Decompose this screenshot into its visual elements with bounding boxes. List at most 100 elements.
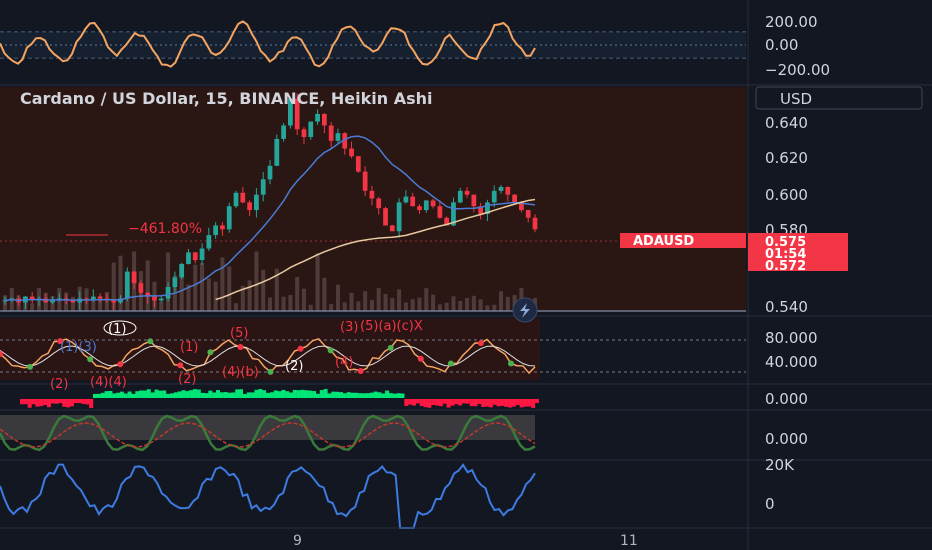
histogram-bar xyxy=(358,393,363,398)
wave-label: (4)(b) xyxy=(222,365,259,380)
candle-body xyxy=(138,283,144,293)
histogram-bar xyxy=(258,389,263,398)
histogram-bar xyxy=(150,392,155,398)
histogram-bar xyxy=(127,391,132,398)
histogram-bar xyxy=(296,390,301,398)
candle-body xyxy=(376,198,382,209)
candle-body xyxy=(179,263,185,278)
candle-body xyxy=(383,208,388,226)
price-axis-label: 0.600 xyxy=(765,186,808,204)
rsi-axis-label: 80.000 xyxy=(765,329,818,347)
candle-body xyxy=(186,252,191,264)
volume-bar xyxy=(492,304,497,311)
candle-body xyxy=(417,206,422,211)
histogram-bar xyxy=(200,392,205,398)
volume-bar xyxy=(458,300,463,311)
volume-bar xyxy=(417,297,422,311)
symbol-tag-label: ADAUSD xyxy=(633,234,694,249)
candle-body xyxy=(410,196,416,207)
histogram-bar xyxy=(519,399,524,408)
candle-body xyxy=(437,206,443,218)
histogram-bar xyxy=(535,399,539,404)
volume-bar xyxy=(30,303,35,311)
histogram-bar xyxy=(227,392,232,398)
histogram-bar xyxy=(335,391,340,398)
wave-labels xyxy=(103,320,137,336)
histogram-bar xyxy=(100,392,105,398)
histogram-bar xyxy=(262,390,267,398)
volume-bar xyxy=(342,302,347,311)
candle-body xyxy=(444,217,450,226)
histogram-bar xyxy=(204,393,209,398)
histogram-bar xyxy=(96,393,101,398)
histogram-bar xyxy=(492,399,497,405)
symbol-tag xyxy=(620,233,746,248)
candle-body xyxy=(233,192,239,207)
volume-bar xyxy=(437,304,442,311)
volume-bar xyxy=(451,296,456,311)
candle-body xyxy=(226,206,232,230)
candle-body xyxy=(152,296,157,301)
histogram-bar xyxy=(377,392,382,398)
histogram-bar xyxy=(292,389,297,398)
candle-body xyxy=(29,296,35,301)
histogram-bar xyxy=(265,392,270,398)
rsi-dot xyxy=(207,349,214,356)
histogram-bar xyxy=(43,399,48,405)
histogram-bar xyxy=(342,393,347,398)
candle-body xyxy=(274,138,280,166)
volume-bar xyxy=(369,299,374,311)
volume-bar xyxy=(295,276,300,311)
histogram-bar xyxy=(450,399,455,406)
histogram-bar xyxy=(442,399,447,404)
histogram-bar xyxy=(304,390,309,398)
currency-button[interactable] xyxy=(755,86,923,110)
volume-bar xyxy=(383,294,388,311)
histogram-bar xyxy=(189,390,194,398)
volume-bar xyxy=(363,291,368,311)
volume-bar xyxy=(322,277,327,311)
candle-body xyxy=(158,298,164,301)
rsi-dot xyxy=(147,338,154,345)
histogram-bar xyxy=(146,389,151,398)
volume-bar xyxy=(145,260,150,311)
volume-bar xyxy=(288,294,293,311)
histogram-bar xyxy=(388,393,393,398)
histogram-bar xyxy=(323,389,328,398)
candle-body xyxy=(50,300,55,303)
histogram-bar xyxy=(239,389,244,398)
volume-bar xyxy=(335,284,340,311)
volume-bar xyxy=(403,302,408,311)
histogram-bar xyxy=(338,392,343,398)
histogram-bar xyxy=(446,399,451,408)
candle-body xyxy=(478,206,484,214)
candle-body xyxy=(267,165,273,180)
chart-title: Cardano / US Dollar, 15, BINANCE, Heikin… xyxy=(20,89,433,108)
histogram-bar xyxy=(350,392,355,398)
histogram-bar xyxy=(331,391,336,398)
rsi-dot xyxy=(357,367,364,374)
histogram-bar xyxy=(196,389,201,398)
histogram-bar xyxy=(119,391,124,398)
histogram-bar xyxy=(481,399,486,407)
currency-label: USD xyxy=(780,90,812,108)
volume-bar xyxy=(111,262,116,311)
osc-axis-label: 200.00 xyxy=(765,13,818,31)
histogram-bar xyxy=(312,391,317,398)
candle-body xyxy=(294,98,300,130)
histogram-bar xyxy=(250,392,255,398)
macd-line xyxy=(0,414,536,452)
histogram-bar xyxy=(58,399,63,404)
volume-bar xyxy=(281,296,286,311)
volume-bar xyxy=(512,294,517,311)
candle-body xyxy=(165,287,171,299)
candle-body xyxy=(532,217,538,230)
candle-body xyxy=(240,192,246,203)
histogram-bar xyxy=(135,391,140,398)
histogram-bar xyxy=(354,392,359,398)
histogram-bar xyxy=(62,399,67,407)
histogram-bar xyxy=(93,393,98,398)
volume-bar xyxy=(261,269,266,311)
histogram-bar xyxy=(477,399,482,404)
